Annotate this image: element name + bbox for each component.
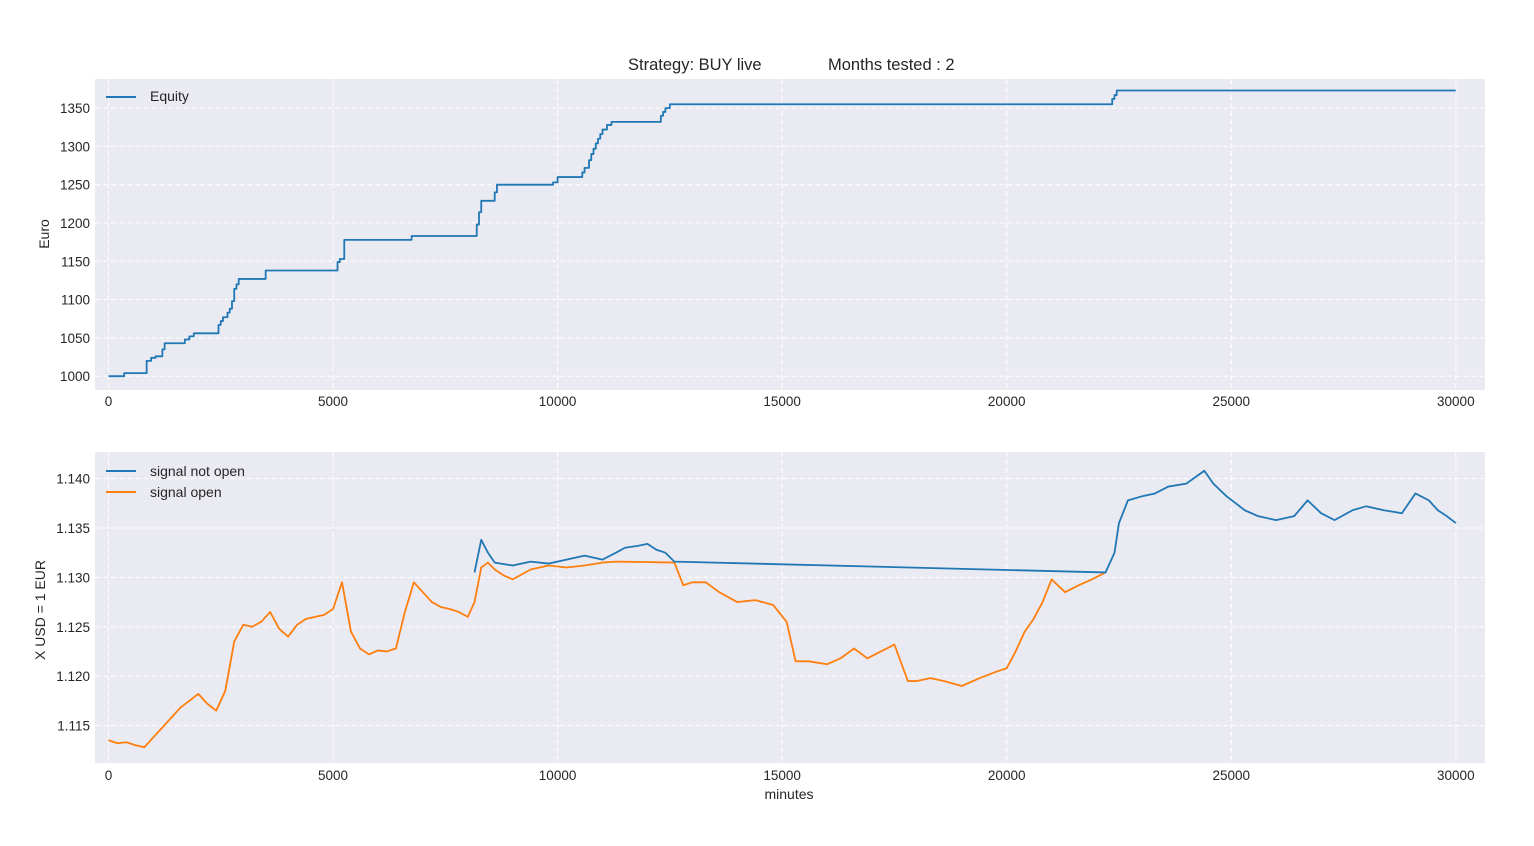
price-legend: signal not open signal open — [106, 463, 245, 500]
price-chart: 0 5000 10000 15000 20000 25000 30000 1.115 1.12… — [32, 452, 1485, 802]
equity-y-ticks: 1000 1050 1100 1150 1200 1250 1300 1350 — [60, 101, 90, 384]
equity-x-tick-label: 20000 — [988, 394, 1026, 409]
equity-y-tick-label: 1050 — [60, 331, 90, 346]
equity-ylabel: Euro — [36, 219, 52, 249]
equity-y-tick-label: 1100 — [61, 293, 90, 308]
equity-x-tick-label: 25000 — [1212, 394, 1250, 409]
equity-x-tick-label: 15000 — [763, 394, 801, 409]
equity-plot-area — [95, 79, 1485, 390]
equity-x-tick-label: 5000 — [318, 394, 348, 409]
price-x-tick-label: 10000 — [539, 768, 577, 783]
equity-legend: Equity — [106, 88, 189, 104]
equity-grid — [95, 79, 1485, 390]
series-line-signal-not-open — [473, 469, 1457, 574]
price-x-tick-label: 5000 — [318, 768, 348, 783]
price-ylabel: X USD = 1 EUR — [32, 560, 48, 660]
price-y-tick-label: 1.130 — [56, 570, 90, 585]
price-x-tick-label: 20000 — [988, 768, 1026, 783]
series-line-equity — [108, 89, 1456, 378]
price-y-tick-label: 1.140 — [56, 472, 90, 487]
legend-label-signal-not-open: signal not open — [150, 463, 245, 479]
price-y-ticks: 1.115 1.120 1.125 1.130 1.135 1.140 — [56, 472, 90, 734]
price-grid — [95, 452, 1485, 763]
series-line-signal-open — [108, 560, 1106, 749]
price-y-tick-label: 1.120 — [56, 669, 90, 684]
equity-y-tick-label: 1000 — [60, 369, 90, 384]
equity-x-tick-label: 10000 — [539, 394, 577, 409]
equity-y-tick-label: 1250 — [60, 178, 90, 193]
equity-lines — [108, 89, 1456, 378]
equity-x-tick-label: 30000 — [1437, 394, 1475, 409]
price-x-ticks: 0 5000 10000 15000 20000 25000 30000 — [105, 768, 1475, 783]
price-y-tick-label: 1.125 — [56, 620, 90, 635]
price-xlabel: minutes — [764, 786, 813, 802]
price-x-tick-label: 25000 — [1212, 768, 1250, 783]
legend-label-signal-open: signal open — [150, 484, 222, 500]
title-months: Months tested : 2 — [828, 56, 955, 74]
price-x-tick-label: 30000 — [1437, 768, 1475, 783]
equity-chart: 0 5000 10000 15000 20000 25000 30000 100010501… — [36, 79, 1485, 409]
equity-y-tick-label: 1300 — [60, 139, 90, 154]
price-x-tick-label: 15000 — [763, 768, 801, 783]
legend-label-equity: Equity — [150, 88, 189, 104]
equity-x-ticks: 0 5000 10000 15000 20000 25000 30000 — [105, 394, 1475, 409]
price-lines — [108, 469, 1457, 749]
price-y-tick-label: 1.135 — [56, 521, 90, 536]
equity-y-tick-label: 1150 — [61, 254, 90, 269]
price-y-tick-label: 1.115 — [57, 718, 90, 733]
equity-y-tick-label: 1200 — [60, 216, 90, 231]
price-plot-area — [95, 452, 1485, 763]
equity-y-tick-label: 1350 — [60, 101, 90, 116]
equity-x-tick-label: 0 — [105, 394, 113, 409]
price-x-tick-label: 0 — [105, 768, 113, 783]
title-strategy: Strategy: BUY live — [628, 56, 762, 74]
